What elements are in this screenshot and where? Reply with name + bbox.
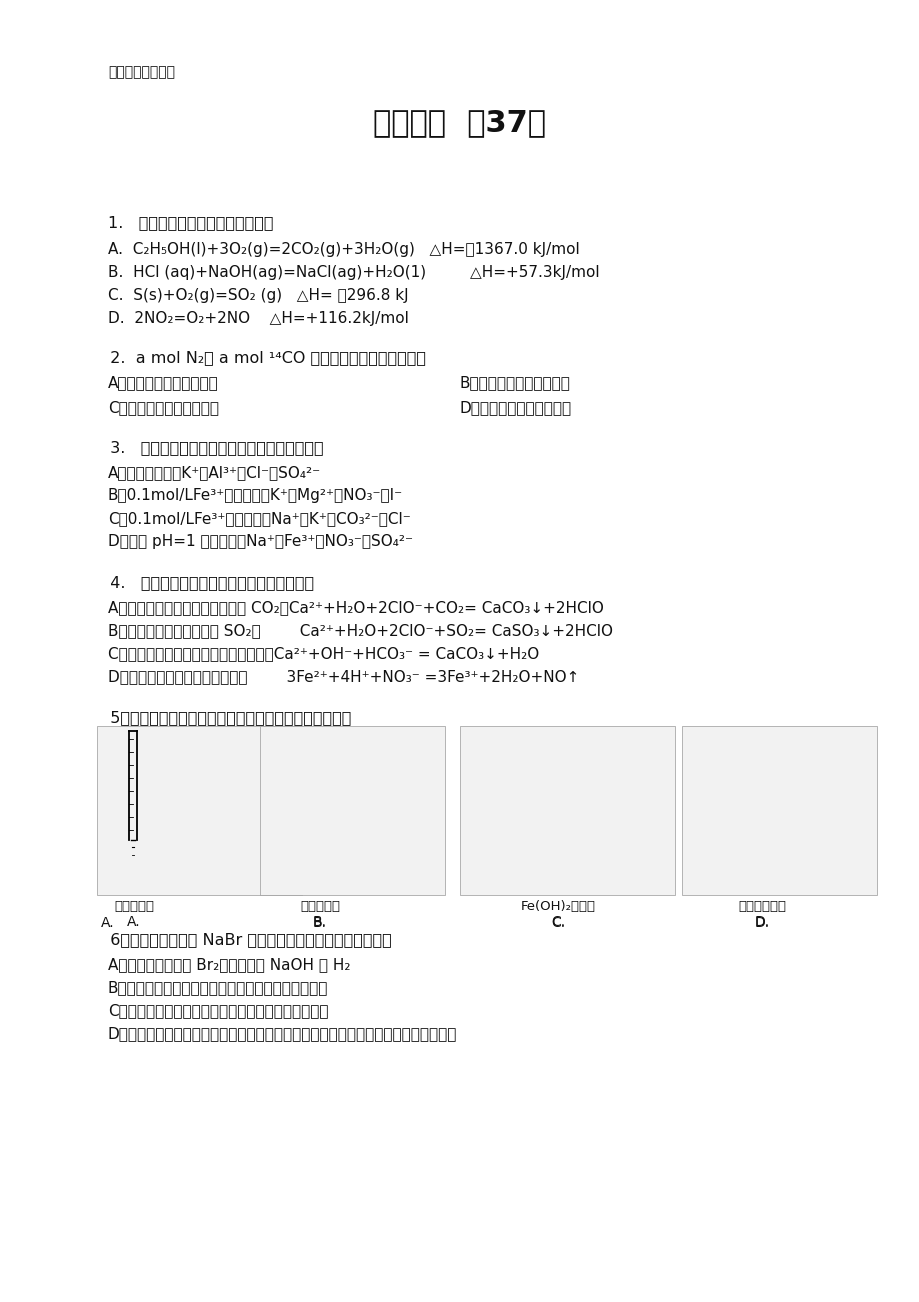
Text: B.: B. <box>312 917 326 930</box>
Text: C．氢氧化钙溶液与碳酸氢镁溶液反应：Ca²⁺+OH⁻+HCO₃⁻ = CaCO₃↓+H₂O: C．氢氧化钙溶液与碳酸氢镁溶液反应：Ca²⁺+OH⁻+HCO₃⁻ = CaCO₃… <box>108 646 539 661</box>
Text: A.: A. <box>127 915 141 930</box>
Text: D．氯化亚铁溶液中加入稀硝酸：        3Fe²⁺+4H⁺+NO₃⁻ =3Fe³⁺+2H₂O+NO↑: D．氯化亚铁溶液中加入稀硝酸： 3Fe²⁺+4H⁺+NO₃⁻ =3Fe³⁺+2H… <box>108 669 579 684</box>
Text: 化学基础知识复习: 化学基础知识复习 <box>108 65 175 79</box>
Text: 1.   下列热化学方程式书写正确的是: 1. 下列热化学方程式书写正确的是 <box>108 215 273 230</box>
Text: 酸式滴定管: 酸式滴定管 <box>114 900 153 913</box>
Text: 氨气的制取: 氨气的制取 <box>300 900 340 913</box>
Bar <box>260 727 445 894</box>
Bar <box>96 727 301 894</box>
Text: A．电解时阳极得到 Br₂，阴极得到 NaOH 和 H₂: A．电解时阳极得到 Br₂，阴极得到 NaOH 和 H₂ <box>108 957 350 973</box>
Text: D．室温 pH=1 的溶液中：Na⁺、Fe³⁺、NO₃⁻、SO₄²⁻: D．室温 pH=1 的溶液中：Na⁺、Fe³⁺、NO₃⁻、SO₄²⁻ <box>108 534 413 549</box>
Text: B．向次氯酸钙溶液中通入 SO₂：        Ca²⁺+H₂O+2ClO⁻+SO₂= CaSO₃↓+2HClO: B．向次氯酸钙溶液中通入 SO₂： Ca²⁺+H₂O+2ClO⁻+SO₂= Ca… <box>108 622 612 638</box>
Text: B.  HCl (aq)+NaOH(ag)=NaCl(ag)+H₂O(1)         △H=+57.3kJ/mol: B. HCl (aq)+NaOH(ag)=NaCl(ag)+H₂O(1) △H=… <box>108 266 599 280</box>
Text: D．质子数与中子数都相等: D．质子数与中子数都相等 <box>460 400 572 415</box>
Bar <box>460 727 675 894</box>
Text: A.  C₂H₅OH(l)+3O₂(g)=2CO₂(g)+3H₂O(g)   △H=－1367.0 kJ/mol: A. C₂H₅OH(l)+3O₂(g)=2CO₂(g)+3H₂O(g) △H=－… <box>108 242 579 256</box>
Text: D.: D. <box>754 917 768 930</box>
Bar <box>681 727 876 894</box>
Text: C．若取阴极附近的溶液中滴入酚酞试液，溶液变红色: C．若取阴极附近的溶液中滴入酚酞试液，溶液变红色 <box>108 1003 328 1018</box>
Text: D.  2NO₂=O₂+2NO    △H=+116.2kJ/mol: D. 2NO₂=O₂+2NO △H=+116.2kJ/mol <box>108 311 408 326</box>
Text: A．在同温同压下体积相等: A．在同温同压下体积相等 <box>108 375 219 391</box>
Text: Fe(OH)₂的制取: Fe(OH)₂的制取 <box>520 900 595 913</box>
Text: B．在同温同压下密度相等: B．在同温同压下密度相等 <box>460 375 571 391</box>
Text: 4.   ）能正确表示下列反应的离子方程式的是: 4. ）能正确表示下列反应的离子方程式的是 <box>100 575 313 590</box>
Text: 5．下图所示对实验仪器名称的标注或实验操作正确的是: 5．下图所示对实验仪器名称的标注或实验操作正确的是 <box>100 710 351 725</box>
Text: 浓硫酸的稀释: 浓硫酸的稀释 <box>737 900 785 913</box>
Text: C．0.1mol/LFe³⁺的溶液中：Na⁺、K⁺、CO₃²⁻、Cl⁻: C．0.1mol/LFe³⁺的溶液中：Na⁺、K⁺、CO₃²⁻、Cl⁻ <box>108 510 410 526</box>
Text: 2.  a mol N₂与 a mol ¹⁴CO 相比较，下列叙述正确的是: 2. a mol N₂与 a mol ¹⁴CO 相比较，下列叙述正确的是 <box>100 350 425 365</box>
Text: B.: B. <box>312 915 326 930</box>
Text: C.: C. <box>550 917 564 930</box>
Text: 6．用石墨电极电解 NaBr 的水溶液时，下列叙述不正确的是: 6．用石墨电极电解 NaBr 的水溶液时，下列叙述不正确的是 <box>100 932 391 947</box>
Text: 化学精练  （37）: 化学精练 （37） <box>373 108 546 137</box>
Text: C．在标准状况下质量相等: C．在标准状况下质量相等 <box>108 400 219 415</box>
Text: D．若取阳极附近的溶液少量于试管中，滴入少量的苯，振荡静置后上层溶液呈橙红色: D．若取阳极附近的溶液少量于试管中，滴入少量的苯，振荡静置后上层溶液呈橙红色 <box>108 1026 457 1042</box>
Text: D.: D. <box>754 915 768 930</box>
Text: B．若取阳极附近的溶液中滴入淀粉溶液，溶液呈蓝色: B．若取阳极附近的溶液中滴入淀粉溶液，溶液呈蓝色 <box>108 980 328 995</box>
Text: C.  S(s)+O₂(g)=SO₂ (g)   △H= －296.8 kJ: C. S(s)+O₂(g)=SO₂ (g) △H= －296.8 kJ <box>108 288 408 303</box>
Text: A．强碱性溶液：K⁺、Al³⁺、Cl⁻、SO₄²⁻: A．强碱性溶液：K⁺、Al³⁺、Cl⁻、SO₄²⁻ <box>108 465 321 480</box>
Text: 3.   在下列各溶液中，离子一定能大量共存的是: 3. 在下列各溶液中，离子一定能大量共存的是 <box>100 440 323 454</box>
Text: B．0.1mol/LFe³⁺的溶液中：K⁺、Mg²⁺、NO₃⁻、I⁻: B．0.1mol/LFe³⁺的溶液中：K⁺、Mg²⁺、NO₃⁻、I⁻ <box>108 488 403 503</box>
Text: C.: C. <box>550 915 564 930</box>
Text: A．向次氯酸钙溶液中通入过量的 CO₂：Ca²⁺+H₂O+2ClO⁻+CO₂= CaCO₃↓+2HClO: A．向次氯酸钙溶液中通入过量的 CO₂：Ca²⁺+H₂O+2ClO⁻+CO₂= … <box>108 600 603 615</box>
Text: A.: A. <box>101 917 115 930</box>
